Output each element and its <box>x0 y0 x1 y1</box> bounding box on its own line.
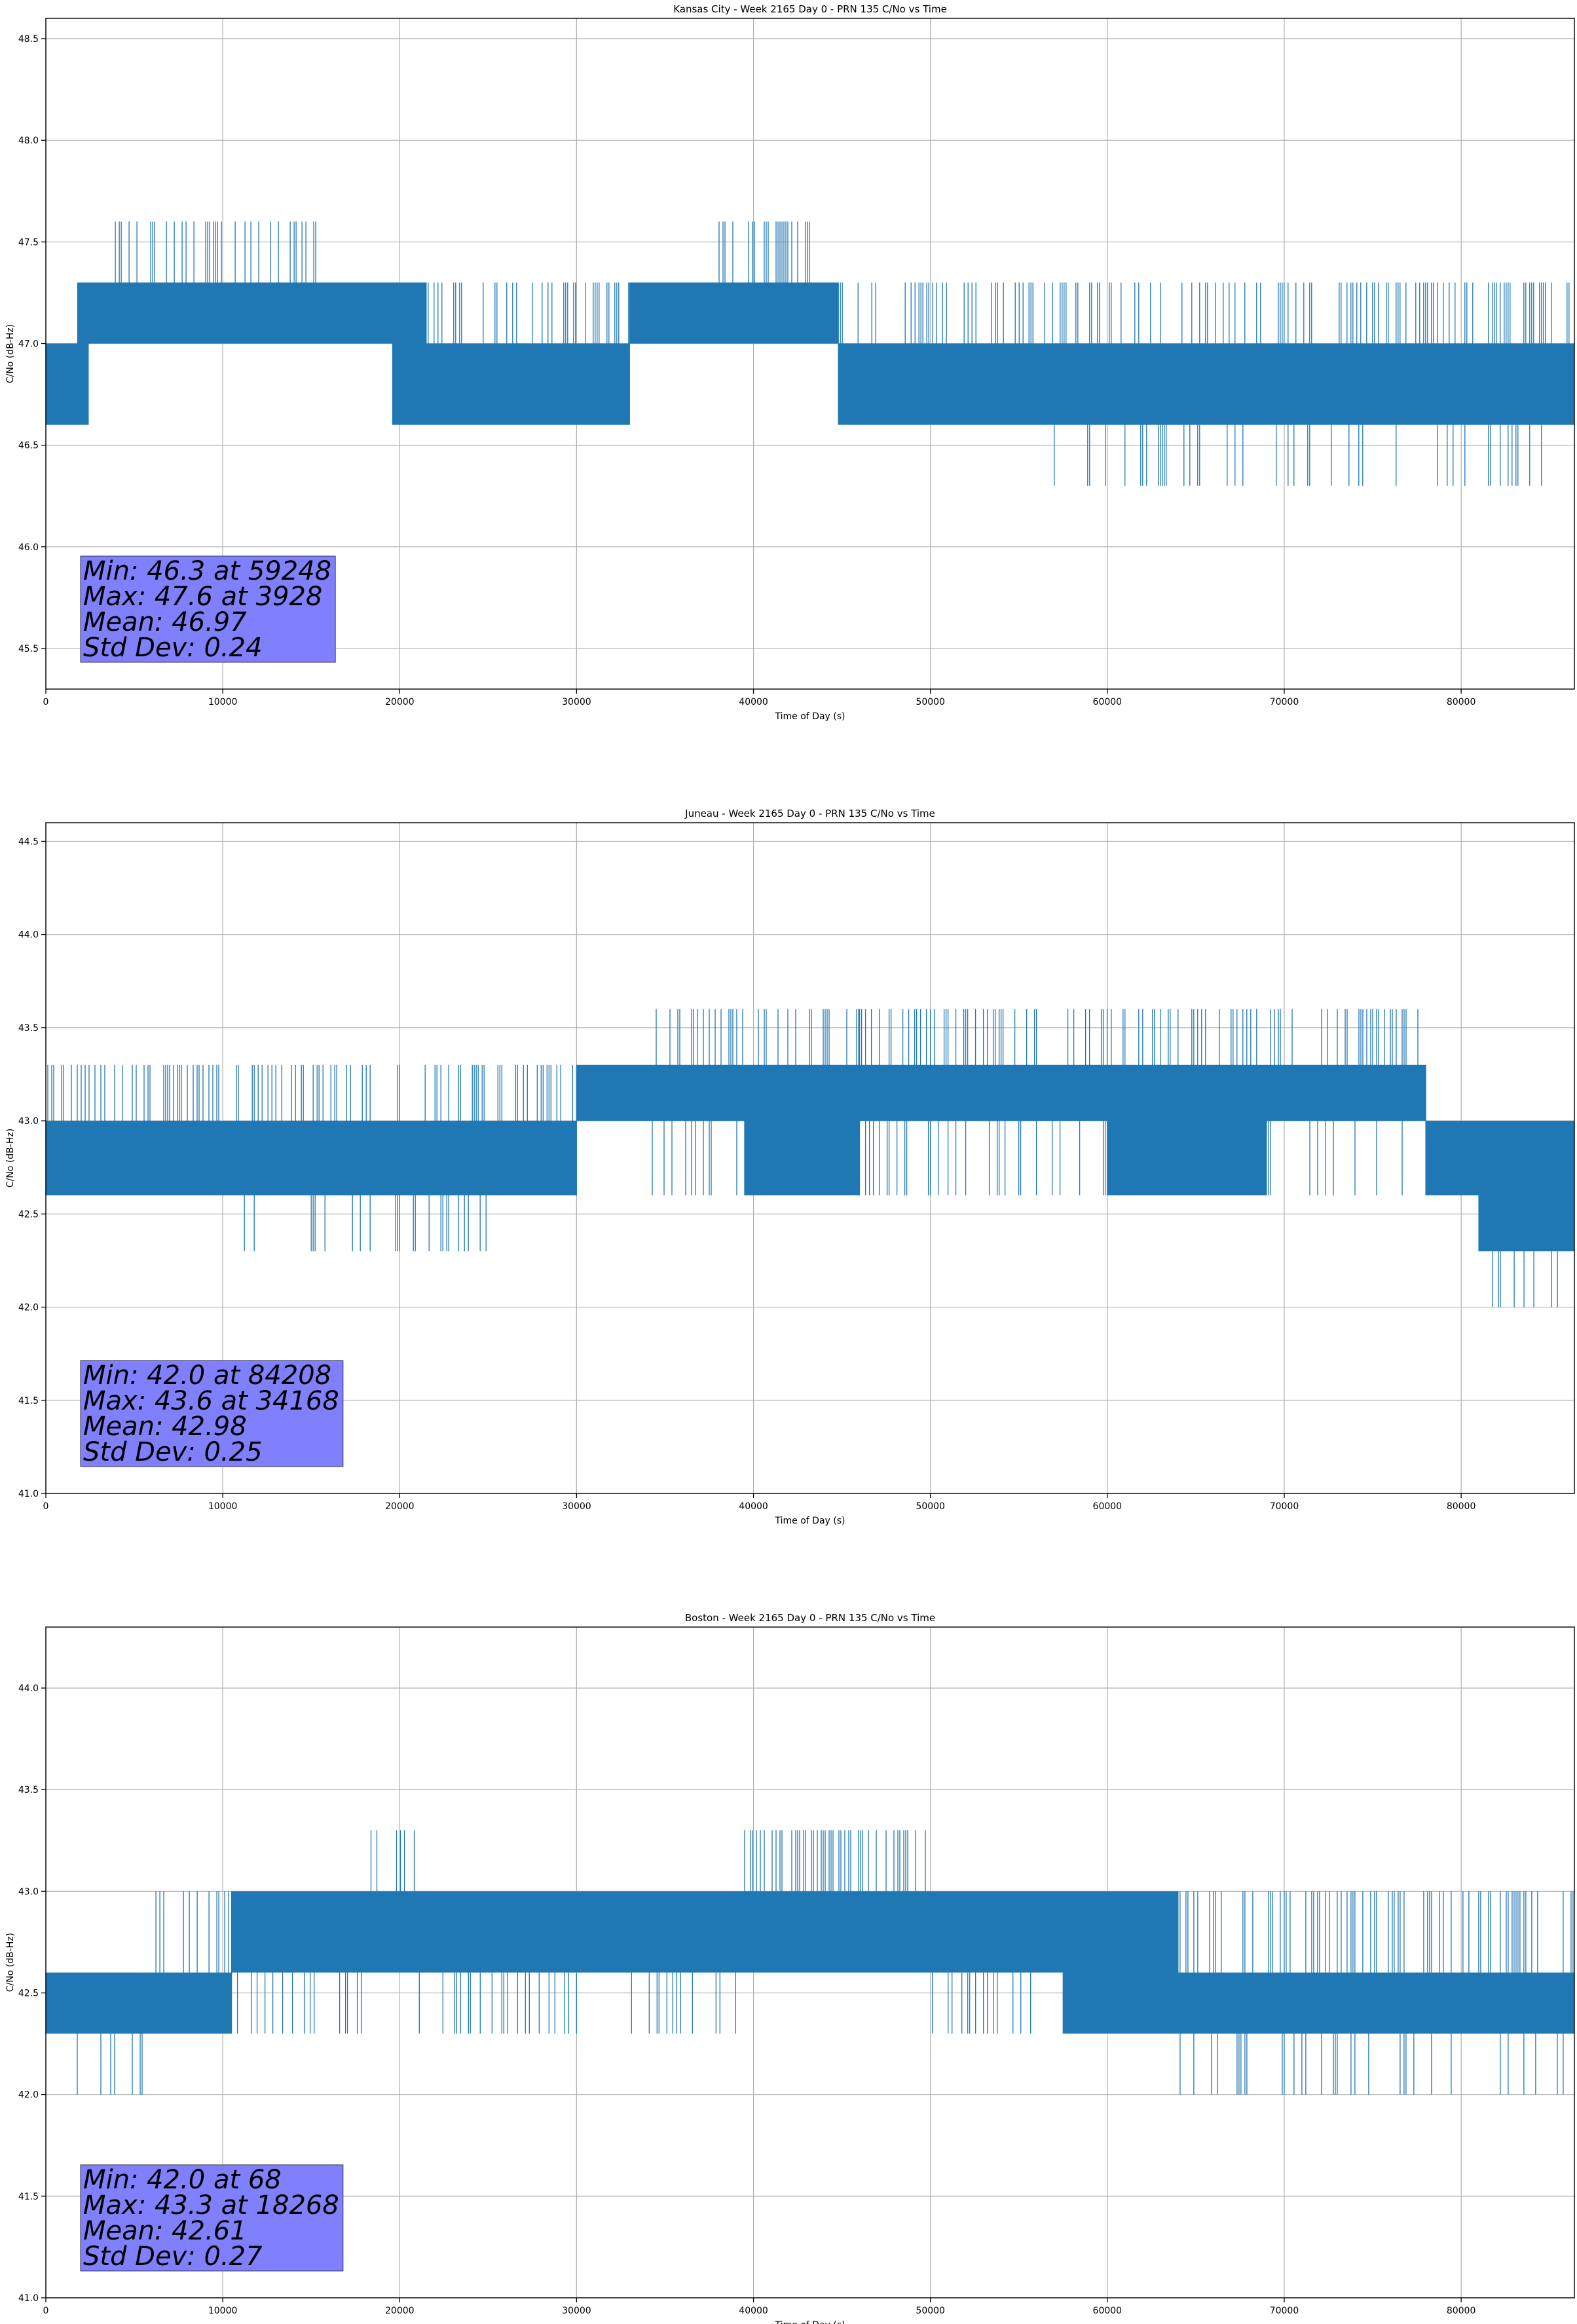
chart-title: Boston - Week 2165 Day 0 - PRN 135 C/No … <box>685 1612 935 1624</box>
chart-panel-1: 0 10000 20000 30000 40000 50000 60000 70000 8000… <box>5 3 1575 722</box>
y-tick-label: 43.0 <box>18 1116 39 1127</box>
plot-frame <box>45 18 1575 690</box>
stats-box <box>80 1360 344 1467</box>
x-tick-label: 60000 <box>1093 697 1122 707</box>
y-tick-label: 48.5 <box>18 34 39 45</box>
x-tick-label: 50000 <box>916 697 945 707</box>
y-tick-label: 43.5 <box>18 1785 39 1795</box>
x-tick-label: 80000 <box>1447 697 1476 707</box>
stats-box <box>80 2164 344 2272</box>
y-tick-label: 46.0 <box>18 542 39 553</box>
y-tick-label: 42.0 <box>18 2090 39 2101</box>
y-tick-label: 41.0 <box>18 1489 39 1499</box>
x-tick-label: 50000 <box>916 2306 945 2316</box>
data-trace <box>45 221 1575 486</box>
data-trace <box>45 1830 1575 2095</box>
x-tick-label: 60000 <box>1093 2306 1122 2316</box>
y-tick-label: 47.0 <box>18 339 39 349</box>
stats-box <box>80 555 336 663</box>
chart-panel-3: 0 10000 20000 30000 40000 50000 60000 70000 8000… <box>5 1612 1575 2324</box>
y-axis-label: C/No (dB-Hz) <box>5 1129 16 1188</box>
x-tick-label: 40000 <box>739 2306 768 2316</box>
x-tick-label: 0 <box>43 697 49 707</box>
stat-min: Min: 42.0 at 68 <box>83 2165 282 2195</box>
stat-min: Min: 42.0 at 84208 <box>83 1360 331 1391</box>
y-tick-label: 41.5 <box>18 1396 39 1406</box>
y-tick-label: 45.5 <box>18 644 39 654</box>
x-tick-label: 10000 <box>208 2306 238 2316</box>
x-tick-label: 40000 <box>739 1501 768 1512</box>
stat-std: Std Dev: 0.27 <box>83 2241 263 2272</box>
y-tick-label: 44.0 <box>18 1683 39 1694</box>
x-tick-label: 70000 <box>1270 697 1299 707</box>
stat-mean: Mean: 42.61 <box>83 2216 247 2246</box>
stat-std: Std Dev: 0.24 <box>83 633 263 663</box>
stat-min: Min: 46.3 at 59248 <box>83 556 331 586</box>
x-tick-label: 80000 <box>1447 1501 1476 1512</box>
y-tick-label: 48.0 <box>18 136 39 146</box>
y-axis-label: C/No (dB-Hz) <box>5 324 16 383</box>
x-tick-label: 20000 <box>385 697 415 707</box>
x-tick-label: 50000 <box>916 1501 945 1512</box>
y-tick-label: 44.5 <box>18 836 39 847</box>
x-axis-label: Time of Day (s) <box>775 711 845 722</box>
y-tick-label: 43.5 <box>18 1023 39 1034</box>
x-tick-label: 70000 <box>1270 1501 1299 1512</box>
stat-mean: Mean: 42.98 <box>83 1412 247 1442</box>
y-tick-label: 46.5 <box>18 441 39 451</box>
chart-panel-2: 0 10000 20000 30000 40000 50000 60000 70000 8000… <box>5 808 1575 1526</box>
x-tick-label: 70000 <box>1270 2306 1299 2316</box>
y-tick-label: 42.5 <box>18 1209 39 1220</box>
x-axis-label: Time of Day (s) <box>775 1516 845 1526</box>
data-trace <box>45 1009 1575 1307</box>
x-tick-label: 40000 <box>739 697 768 707</box>
x-tick-label: 30000 <box>562 1501 591 1512</box>
y-tick-label: 42.0 <box>18 1303 39 1313</box>
stat-max: Max: 47.6 at 3928 <box>83 582 322 612</box>
y-tick-label: 43.0 <box>18 1886 39 1897</box>
stat-mean: Mean: 46.97 <box>83 607 247 637</box>
plot-frame <box>45 1626 1575 2298</box>
x-tick-label: 60000 <box>1093 1501 1122 1512</box>
stat-max: Max: 43.3 at 18268 <box>83 2190 339 2221</box>
stat-std: Std Dev: 0.25 <box>83 1437 263 1467</box>
y-tick-label: 44.0 <box>18 930 39 941</box>
y-tick-label: 41.5 <box>18 2192 39 2202</box>
x-tick-label: 0 <box>43 1501 49 1512</box>
y-tick-label: 41.0 <box>18 2293 39 2304</box>
chart-title: Juneau - Week 2165 Day 0 - PRN 135 C/No … <box>684 808 935 819</box>
x-tick-label: 30000 <box>562 2306 591 2316</box>
x-tick-label: 30000 <box>562 697 591 707</box>
x-tick-label: 20000 <box>385 1501 415 1512</box>
plot-frame <box>45 822 1575 1494</box>
x-tick-label: 20000 <box>385 2306 415 2316</box>
y-tick-label: 42.5 <box>18 1989 39 1999</box>
y-axis-label: C/No (dB-Hz) <box>5 1933 16 1992</box>
chart-title: Kansas City - Week 2165 Day 0 - PRN 135 … <box>673 3 947 15</box>
stat-max: Max: 43.6 at 34168 <box>83 1386 339 1416</box>
x-tick-label: 10000 <box>208 1501 238 1512</box>
x-tick-label: 80000 <box>1447 2306 1476 2316</box>
x-tick-label: 0 <box>43 2306 49 2316</box>
y-tick-label: 47.5 <box>18 237 39 248</box>
x-tick-label: 10000 <box>208 697 238 707</box>
x-axis-label: Time of Day (s) <box>775 2320 845 2324</box>
